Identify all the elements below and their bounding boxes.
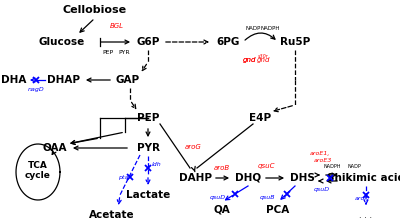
Text: aroE3: aroE3	[314, 158, 332, 163]
Text: DHS: DHS	[290, 173, 314, 183]
Text: aroB: aroB	[214, 165, 230, 171]
Text: qsuC: qsuC	[258, 163, 276, 169]
Text: DHAP: DHAP	[46, 75, 80, 85]
Text: TCA: TCA	[28, 161, 48, 169]
Text: pta: pta	[118, 176, 128, 180]
Text: DAHP: DAHP	[178, 173, 212, 183]
Text: DHA: DHA	[1, 75, 27, 85]
Text: gnd: gnd	[243, 57, 256, 63]
Text: Shikimic acid: Shikimic acid	[327, 173, 400, 183]
Text: NADP: NADP	[348, 165, 362, 169]
Text: qsuB: qsuB	[260, 196, 276, 200]
Text: GAP: GAP	[116, 75, 140, 85]
Text: PCA: PCA	[266, 205, 290, 215]
Text: Glucose: Glucose	[39, 37, 85, 47]
Text: Ru5P: Ru5P	[280, 37, 310, 47]
Text: NADPH: NADPH	[324, 165, 342, 169]
Text: PEP: PEP	[137, 113, 159, 123]
Text: OAA: OAA	[43, 143, 67, 153]
Text: PYR: PYR	[136, 143, 160, 153]
Text: qsuD: qsuD	[210, 196, 226, 200]
Text: aroE1,: aroE1,	[310, 150, 330, 156]
Text: gnd: gnd	[243, 57, 256, 63]
Text: ldh: ldh	[152, 163, 162, 167]
Text: NADP: NADP	[245, 26, 261, 31]
Text: G6P: G6P	[136, 37, 160, 47]
Text: . . .: . . .	[360, 211, 372, 220]
Text: gnd: gnd	[257, 57, 270, 63]
Text: DHQ: DHQ	[235, 173, 261, 183]
Text: BGL: BGL	[110, 23, 124, 29]
Text: qsuD: qsuD	[314, 187, 330, 192]
Text: PYR: PYR	[118, 50, 130, 55]
Text: Lactate: Lactate	[126, 190, 170, 200]
Text: aroG: aroG	[185, 144, 202, 150]
Text: cycle: cycle	[25, 170, 51, 180]
Text: Cellobiose: Cellobiose	[63, 5, 127, 15]
Text: aroK: aroK	[355, 196, 370, 200]
Text: nagD: nagD	[28, 88, 45, 92]
Text: Acetate: Acetate	[89, 210, 135, 220]
Text: E4P: E4P	[249, 113, 271, 123]
Text: PEP: PEP	[102, 50, 114, 55]
Text: NADPH: NADPH	[260, 26, 280, 31]
Text: s30r: s30r	[258, 53, 269, 59]
Text: 6PG: 6PG	[216, 37, 240, 47]
Text: QA: QA	[214, 205, 230, 215]
